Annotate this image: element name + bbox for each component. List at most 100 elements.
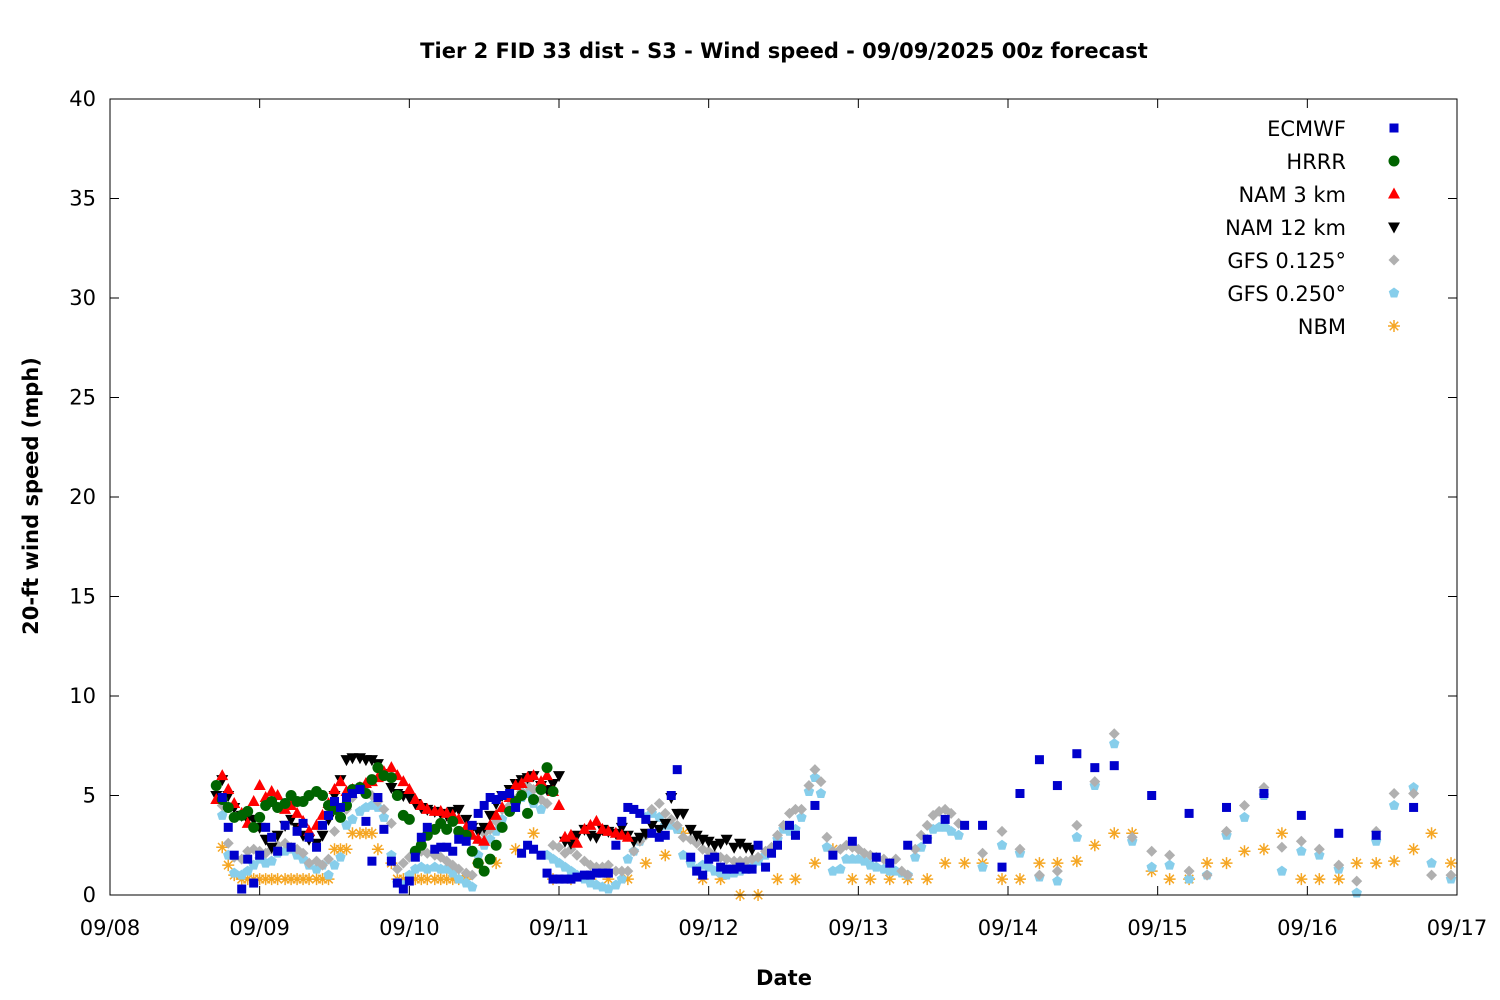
data-point [654,832,664,842]
data-point [553,771,565,783]
data-point [554,874,564,884]
data-point [371,843,384,856]
data-point [266,855,277,866]
data-point [1371,830,1381,840]
data-point [535,803,547,814]
legend-label: NAM 3 km [1238,183,1346,207]
data-point [261,822,271,832]
data-point [298,818,308,828]
data-point [1146,861,1157,872]
data-point [828,850,838,860]
legend-label: NAM 12 km [1225,216,1346,240]
data-point [633,832,646,844]
data-point [466,869,478,881]
data-point [1108,728,1120,740]
legend-marker [1388,254,1400,266]
data-point [753,840,763,850]
data-point [222,837,234,849]
data-point [1088,839,1101,852]
data-point [228,867,240,878]
x-tick-label: 09/08 [80,916,141,940]
data-point [541,797,553,809]
data-point [803,780,815,792]
data-point [603,883,614,894]
data-point [602,873,615,886]
x-tick-label: 09/14 [978,916,1039,940]
data-point [255,850,265,860]
data-point [1052,781,1062,791]
data-point [1313,873,1326,886]
data-point [367,856,377,866]
data-point [772,829,784,841]
plot-area-frame [109,98,1458,896]
data-point [922,834,932,844]
data-point [747,864,757,874]
data-point [216,841,229,854]
data-point [564,828,577,840]
data-point [578,822,591,834]
data-point [810,800,820,810]
axis-ticks: 0 5 10 15 20 25 30 35 40 09/08 09/09 09/10 09/11 09/1… [69,87,1487,940]
legend-label: GFS 0.125° [1227,249,1346,273]
data-point [835,863,846,874]
data-point [461,836,471,846]
y-tick-label: 30 [69,286,96,310]
data-point [653,824,666,836]
y-tick-label: 5 [83,784,96,808]
data-point [1014,843,1026,855]
data-point [447,815,459,827]
data-point [479,800,489,810]
data-point [767,848,777,858]
data-point [1090,763,1100,773]
data-point [497,791,507,800]
data-point [847,836,857,846]
data-point [628,845,640,857]
data-point [505,789,515,799]
data-point [516,790,528,801]
data-point [436,842,446,852]
data-point [597,868,607,878]
data-point [430,844,440,854]
data-point [1164,859,1175,870]
data-point [248,821,260,833]
legend-label: GFS 0.250° [1227,282,1346,306]
data-point [541,769,554,781]
data-point [903,840,913,850]
data-point [1183,873,1195,884]
x-tick-label: 09/12 [678,916,739,940]
data-point [335,851,346,862]
x-tick-label: 09/09 [229,916,290,940]
data-point [585,870,595,880]
data-point [217,809,228,820]
data-point [1351,875,1363,887]
data-point [517,848,527,858]
data-point [1259,789,1269,799]
data-point [1276,865,1288,876]
data-point [478,834,491,846]
data-point [453,873,464,884]
data-point [385,761,398,773]
data-point [1333,859,1345,871]
data-point [572,872,582,882]
data-point [716,862,726,872]
data-point [553,841,565,853]
data-point [622,865,634,877]
data-point [386,856,396,866]
data-point [1370,857,1383,870]
data-point [808,857,821,870]
data-point [1238,799,1250,811]
data-point [566,874,576,884]
data-point [392,878,402,888]
data-point [909,851,921,862]
data-point [1034,755,1044,765]
data-point [403,783,416,795]
data-point [1295,873,1308,886]
data-point [1220,857,1233,870]
data-point [265,842,278,854]
data-point [210,780,222,792]
data-point [720,834,733,846]
data-point [978,820,988,830]
data-point [584,818,597,830]
